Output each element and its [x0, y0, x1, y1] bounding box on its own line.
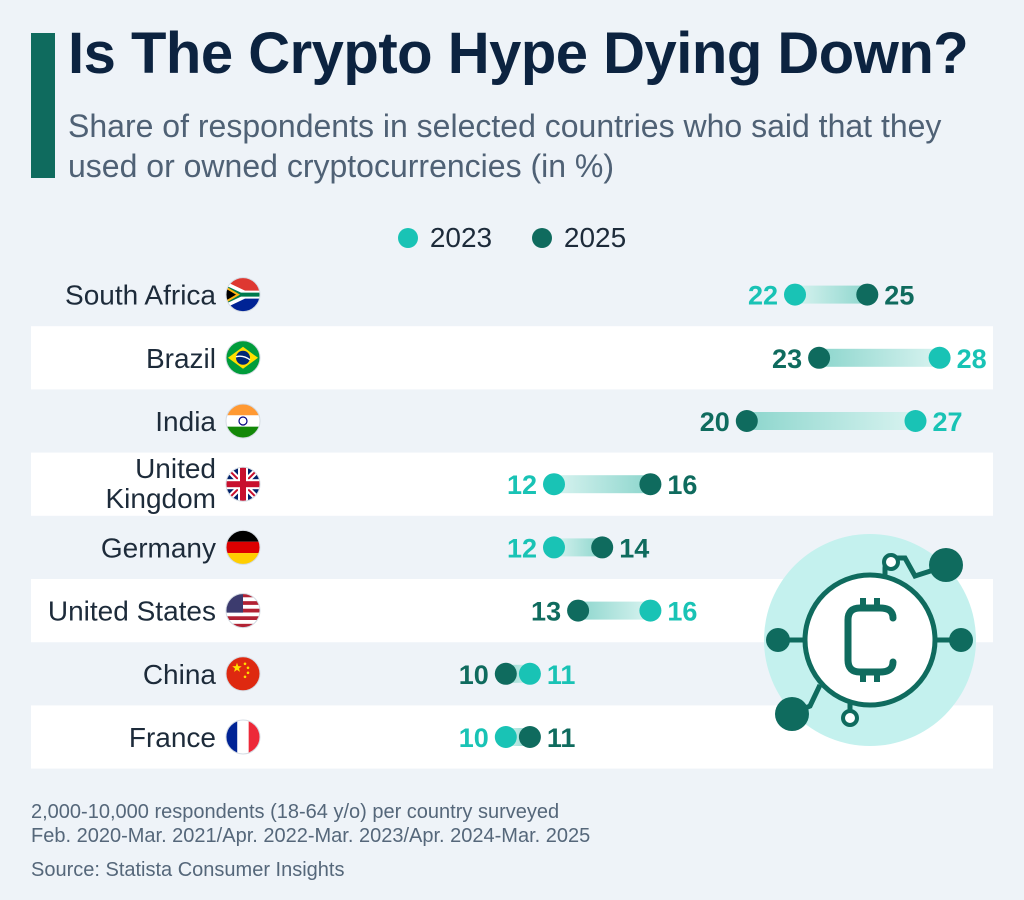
range-bar	[578, 601, 651, 620]
value-label: 27	[933, 407, 963, 437]
legend-dot-2023	[397, 228, 418, 248]
legend-item-2023: 2023	[397, 222, 493, 254]
value-label: 11	[547, 723, 576, 753]
south-africa-flag-icon	[226, 277, 260, 312]
legend: 2023 2025	[0, 222, 1024, 255]
flag-outline	[225, 340, 261, 376]
flag-outline	[225, 529, 261, 565]
point-2025	[735, 410, 758, 432]
value-label: 11	[547, 660, 576, 690]
footer-note-line2: Feb. 2020-Mar. 2021/Apr. 2022-Mar. 2023/…	[31, 825, 591, 847]
value-label: 10	[459, 723, 489, 753]
point-2023	[928, 346, 951, 369]
value-label: 14	[619, 533, 649, 563]
value-label: 22	[748, 281, 778, 311]
country-label: South Africa	[65, 280, 216, 311]
germany-flag-icon	[226, 530, 260, 565]
country-label: Germany	[101, 532, 216, 563]
accent-bar	[31, 33, 55, 178]
flag-outline	[225, 466, 261, 502]
footer-note-line1: 2,000-10,000 respondents (18-64 y/o) per…	[31, 801, 560, 823]
bitcoin-circuit-icon	[764, 534, 976, 746]
country-label: United States	[48, 596, 216, 627]
value-label: 20	[700, 407, 730, 437]
chart-title: Is The Crypto Hype Dying Down?	[68, 21, 969, 86]
point-2023	[639, 599, 662, 622]
country-label-line: United	[135, 453, 216, 484]
point-2025	[567, 599, 590, 622]
value-label: 12	[507, 470, 537, 500]
point-2025	[856, 283, 879, 306]
point-2025	[639, 473, 662, 496]
footer-source: Source: Statista Consumer Insights	[31, 859, 345, 881]
flag-outline	[225, 277, 261, 313]
legend-label-2025: 2025	[563, 222, 627, 253]
point-2025	[808, 346, 831, 369]
range-bar	[554, 475, 651, 494]
range-bar	[746, 412, 916, 430]
country-label: India	[155, 406, 216, 437]
value-label: 12	[507, 533, 537, 563]
dumbbell-chart: South Africa 22 25 Brazil 23 28 India 20 27 Unite…	[31, 277, 993, 769]
point-2025	[518, 726, 541, 748]
flag-outline	[225, 593, 261, 629]
uk-flag-icon	[226, 467, 260, 502]
range-bar	[795, 285, 868, 304]
flag-outline	[225, 719, 261, 755]
value-label: 13	[531, 597, 561, 627]
footer: 2,000-10,000 respondents (18-64 y/o) per…	[31, 800, 590, 882]
china-flag-icon	[226, 656, 260, 691]
value-label: 16	[667, 597, 697, 627]
india-flag-icon	[226, 404, 260, 438]
flag-outline	[225, 656, 261, 692]
france-flag-icon	[226, 720, 260, 754]
point-2025	[591, 536, 614, 559]
country-label: China	[143, 659, 217, 690]
legend-dot-2025	[531, 228, 552, 248]
value-label: 28	[957, 344, 987, 374]
flag-outline	[225, 403, 261, 439]
country-label: Brazil	[146, 343, 216, 374]
point-2025	[494, 662, 517, 685]
brazil-flag-icon	[226, 340, 260, 375]
point-2023	[494, 726, 517, 748]
chart-subtitle: Share of respondents in selected countri…	[68, 108, 942, 184]
value-label: 25	[884, 281, 914, 311]
legend-item-2025: 2025	[531, 222, 627, 254]
range-bar	[819, 348, 940, 367]
point-2023	[518, 662, 541, 685]
point-2023	[543, 473, 565, 496]
range-bar	[554, 538, 603, 557]
country-label-line: Kingdom	[105, 483, 216, 514]
country-label: France	[129, 722, 216, 753]
value-label: 16	[667, 470, 697, 500]
value-label: 10	[459, 660, 489, 690]
point-2023	[784, 283, 806, 306]
point-2023	[543, 536, 565, 559]
row-background	[31, 452, 993, 516]
value-label: 23	[772, 344, 802, 374]
point-2023	[904, 410, 927, 432]
legend-label-2023: 2023	[429, 222, 493, 253]
